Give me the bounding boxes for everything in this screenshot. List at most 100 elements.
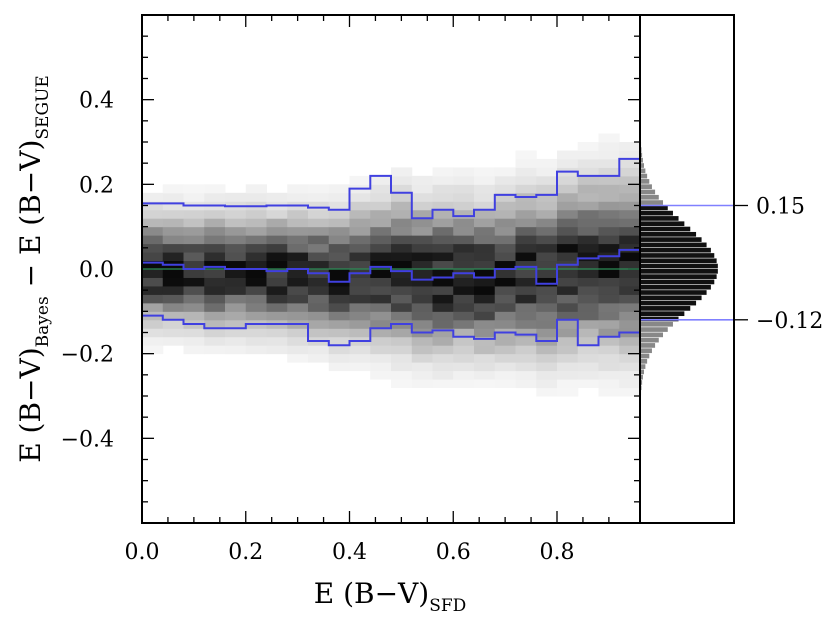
heatmap-cell <box>598 142 620 151</box>
heatmap-cell <box>245 243 267 253</box>
heatmap-cell <box>474 269 496 278</box>
heatmap-cell <box>619 370 641 380</box>
heatmap-cell <box>225 226 247 236</box>
heatmap-cell <box>183 243 205 253</box>
heatmap-cell <box>411 285 433 295</box>
heatmap-cell <box>225 311 247 321</box>
heatmap-cell <box>453 336 475 346</box>
heatmap-cell <box>245 294 267 304</box>
heatmap-cell <box>328 328 350 338</box>
heatmap-cell <box>536 294 558 304</box>
heatmap-cell <box>619 387 641 397</box>
heatmap-cell <box>474 362 496 372</box>
heatmap-cell <box>515 167 537 177</box>
heatmap-cell <box>245 277 267 287</box>
heatmap-cell <box>536 387 558 397</box>
marginal-histogram-bar <box>640 205 668 211</box>
marginal-histogram-bar <box>640 216 679 221</box>
x-tick-label: 0.0 <box>125 540 160 565</box>
heatmap-cell <box>349 192 371 202</box>
heatmap-cell <box>515 218 537 228</box>
heatmap-cell <box>577 192 599 202</box>
marginal-histogram-bar <box>640 279 715 285</box>
heatmap-cell <box>598 175 620 185</box>
heatmap-cell <box>619 336 641 346</box>
heatmap-cell <box>266 285 288 295</box>
heatmap-cell <box>142 277 164 287</box>
heatmap-cell <box>411 260 433 270</box>
marginal-histogram-bar <box>640 194 659 200</box>
heatmap-cell <box>411 226 433 236</box>
heatmap-cell <box>287 226 309 236</box>
heatmap-cell <box>287 235 309 245</box>
heatmap-cell <box>183 328 205 338</box>
heatmap-cell <box>536 175 558 185</box>
heatmap-cell <box>225 319 247 329</box>
heatmap-cell <box>328 302 350 312</box>
heatmap-cell <box>494 379 516 389</box>
heatmap-cell <box>266 218 288 228</box>
heatmap-cell <box>328 252 350 262</box>
heatmap-cell <box>266 235 288 245</box>
heatmap-cell <box>183 260 205 270</box>
heatmap-cell <box>515 370 537 380</box>
heatmap-cell <box>308 235 330 245</box>
heatmap-cell <box>266 302 288 312</box>
heatmap-cell <box>619 345 641 355</box>
marginal-histogram-bar <box>640 337 659 343</box>
heatmap-cell <box>204 226 226 236</box>
heatmap-cell <box>225 285 247 295</box>
heatmap-cell <box>204 260 226 270</box>
heatmap-cell <box>328 235 350 245</box>
heatmap-cell <box>515 201 537 211</box>
heatmap-cell <box>225 209 247 219</box>
heatmap-cell <box>225 328 247 338</box>
heatmap-cell <box>619 142 641 151</box>
heatmap-cell <box>577 150 599 160</box>
heatmap-cell <box>308 226 330 236</box>
heatmap-cell <box>453 311 475 321</box>
heatmap-cell <box>411 336 433 346</box>
heatmap-cell <box>287 218 309 228</box>
heatmap-cell <box>432 175 454 185</box>
heatmap-cell <box>370 243 392 253</box>
heatmap-cell <box>411 294 433 304</box>
heatmap-cell <box>308 319 330 329</box>
heatmap-cell <box>266 243 288 253</box>
y-tick-label: −0.2 <box>61 343 114 368</box>
marginal-histogram-bar <box>640 311 685 317</box>
marginal-histogram-bar <box>640 184 652 190</box>
heatmap-cell <box>494 260 516 270</box>
heatmap-cell <box>619 235 641 245</box>
heatmap-cell <box>453 319 475 329</box>
heatmap-cell <box>308 353 330 363</box>
heatmap-cell <box>598 192 620 202</box>
heatmap-cell <box>204 235 226 245</box>
heatmap-cell <box>577 336 599 346</box>
heatmap-cell <box>204 302 226 312</box>
heatmap-cell <box>245 184 267 194</box>
heatmap-cell <box>494 294 516 304</box>
heatmap-cell <box>619 218 641 228</box>
heatmap-cell <box>432 285 454 295</box>
heatmap-cell <box>494 175 516 185</box>
heatmap <box>142 133 641 397</box>
heatmap-cell <box>619 243 641 253</box>
heatmap-cell <box>432 226 454 236</box>
heatmap-cell <box>598 269 620 278</box>
heatmap-cell <box>494 311 516 321</box>
heatmap-cell <box>494 370 516 380</box>
heatmap-cell <box>494 209 516 219</box>
heatmap-cell <box>557 209 579 219</box>
heatmap-cell <box>328 353 350 363</box>
heatmap-cell <box>515 269 537 278</box>
heatmap-cell <box>577 345 599 355</box>
heatmap-cell <box>619 311 641 321</box>
heatmap-cell <box>432 252 454 262</box>
heatmap-cell <box>308 201 330 211</box>
heatmap-cell <box>453 294 475 304</box>
marginal-histogram-bar <box>640 242 707 248</box>
heatmap-cell <box>308 252 330 262</box>
heatmap-cell <box>162 243 184 253</box>
